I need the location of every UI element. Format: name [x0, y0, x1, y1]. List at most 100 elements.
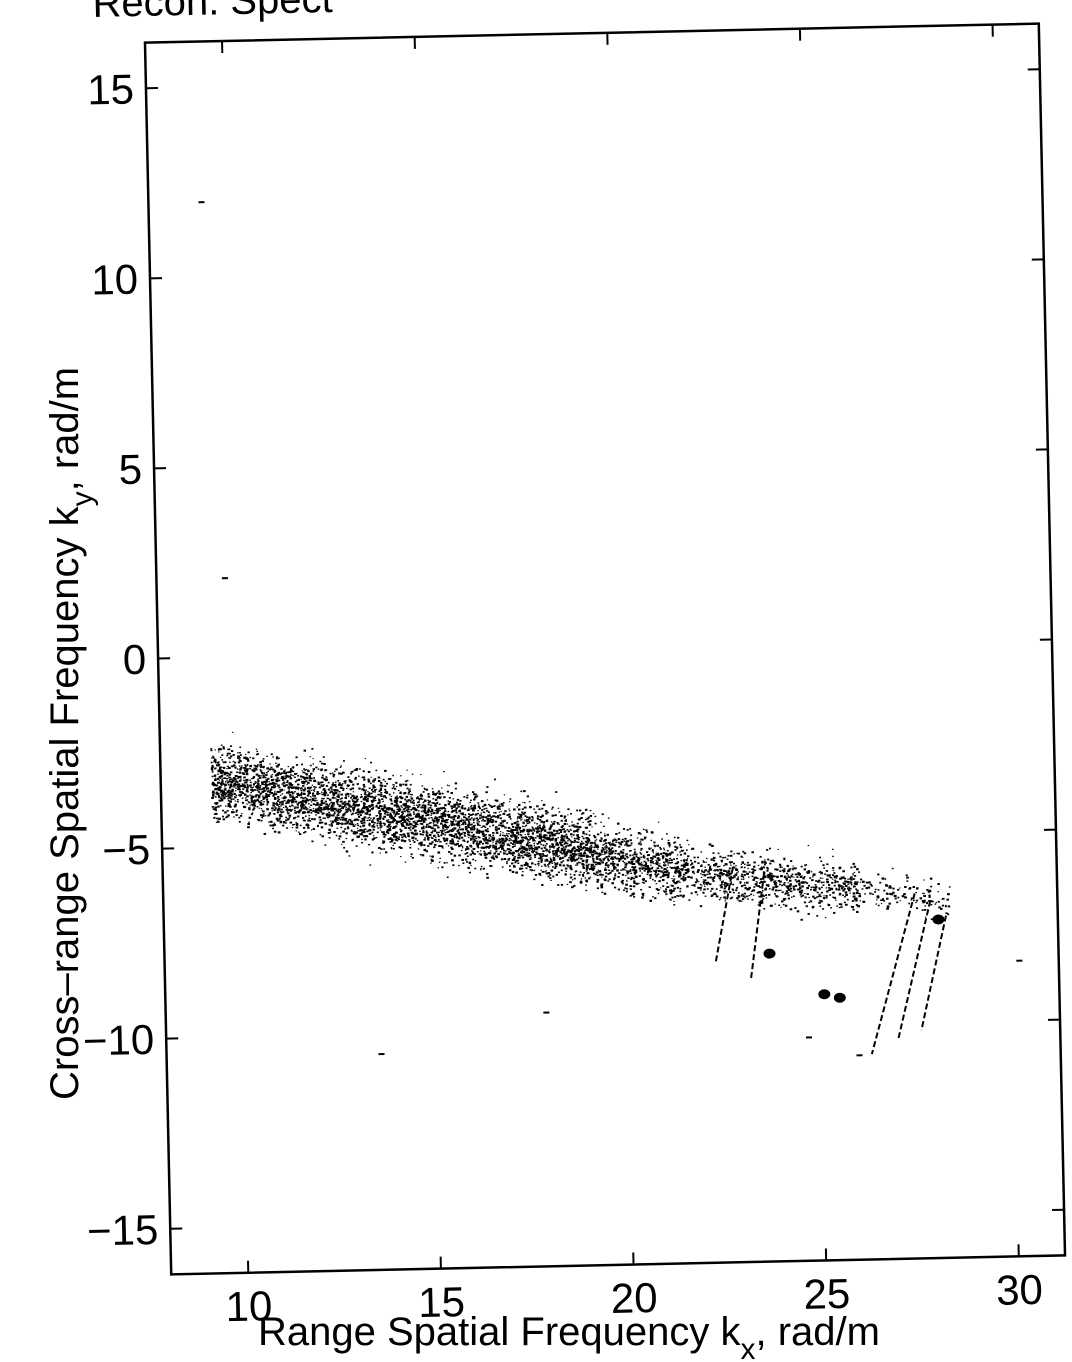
- data-point: [241, 783, 244, 785]
- data-point: [615, 867, 617, 869]
- data-point: [471, 809, 475, 812]
- data-point: [308, 790, 311, 793]
- data-point: [566, 823, 569, 825]
- data-point: [529, 806, 532, 809]
- data-point: [728, 861, 731, 863]
- data-point: [522, 850, 526, 854]
- data-point: [436, 809, 439, 812]
- data-point: [513, 808, 516, 811]
- data-point: [305, 809, 308, 811]
- data-point: [289, 769, 293, 772]
- data-point: [832, 869, 835, 872]
- data-point: [610, 858, 612, 860]
- data-point: [349, 788, 353, 791]
- data-point: [552, 846, 555, 848]
- data-point: [331, 796, 335, 799]
- data-point: [588, 877, 591, 880]
- data-point: [832, 855, 834, 858]
- data-point: [285, 771, 288, 774]
- data-point: [679, 887, 682, 890]
- data-point: [225, 772, 228, 775]
- data-point: [446, 862, 448, 864]
- data-point: [435, 840, 437, 843]
- data-point: [780, 906, 782, 908]
- data-point: [433, 811, 436, 815]
- data-point: [568, 825, 571, 827]
- data-point: [219, 756, 222, 758]
- data-point: [261, 760, 264, 763]
- data-point: [284, 769, 286, 771]
- data-point: [453, 854, 457, 857]
- data-point: [288, 775, 292, 778]
- data-point: [439, 840, 442, 843]
- data-point: [362, 802, 365, 804]
- data-point: [334, 820, 337, 823]
- data-point: [427, 799, 429, 801]
- data-point: [393, 847, 395, 850]
- data-point: [443, 839, 446, 842]
- data-point: [486, 873, 489, 876]
- data-point: [465, 861, 468, 863]
- data-point: [499, 822, 503, 825]
- data-point: [401, 813, 404, 816]
- data-point: [794, 879, 797, 881]
- data-point: [302, 788, 304, 790]
- data-point: [721, 859, 724, 862]
- data-point: [402, 783, 405, 786]
- data-point: [451, 838, 454, 841]
- data-point: [463, 831, 466, 834]
- data-point: [541, 853, 545, 855]
- data-point: [499, 814, 502, 816]
- data-point: [589, 849, 591, 852]
- data-point: [515, 871, 519, 874]
- data-point: [309, 764, 312, 767]
- data-point: [281, 808, 284, 811]
- data-point: [671, 896, 674, 899]
- data-point: [271, 774, 274, 776]
- data-point: [426, 813, 430, 816]
- data-point: [335, 816, 339, 819]
- data-point: [270, 768, 272, 771]
- data-point: [219, 777, 222, 779]
- data-point: [594, 861, 597, 864]
- data-point: [286, 827, 289, 829]
- data-point: [322, 797, 325, 800]
- data-point: [263, 783, 265, 786]
- data-point: [622, 880, 624, 882]
- data-point: [272, 807, 274, 809]
- data-point: [221, 754, 224, 756]
- data-point: [650, 864, 652, 866]
- data-point: [274, 792, 276, 794]
- data-point: [613, 886, 617, 889]
- data-point: [411, 773, 414, 775]
- data-point: [226, 774, 229, 777]
- data-point: [653, 844, 656, 847]
- data-point: [650, 861, 653, 864]
- data-point: [498, 824, 500, 827]
- data-point: [304, 831, 307, 833]
- data-point: [289, 821, 293, 824]
- data-point: [604, 842, 607, 845]
- data-point: [408, 813, 411, 816]
- data-point: [457, 840, 459, 842]
- data-point: [433, 846, 436, 849]
- data-point: [589, 847, 592, 849]
- data-point: [351, 787, 354, 790]
- data-point: [340, 784, 343, 786]
- data-point: [541, 855, 544, 858]
- data-point: [549, 831, 552, 834]
- data-point: [413, 824, 416, 828]
- data-point: [300, 792, 303, 794]
- data-point: [720, 861, 723, 863]
- data-point: [758, 895, 761, 898]
- data-point: [392, 811, 395, 814]
- data-point: [254, 768, 257, 771]
- data-point: [399, 791, 402, 793]
- data-point: [764, 894, 768, 897]
- data-point: [310, 804, 313, 807]
- data-point: [352, 823, 355, 826]
- data-point: [553, 847, 555, 849]
- data-point: [499, 851, 502, 853]
- data-point: [450, 811, 453, 813]
- data-point: [529, 869, 532, 871]
